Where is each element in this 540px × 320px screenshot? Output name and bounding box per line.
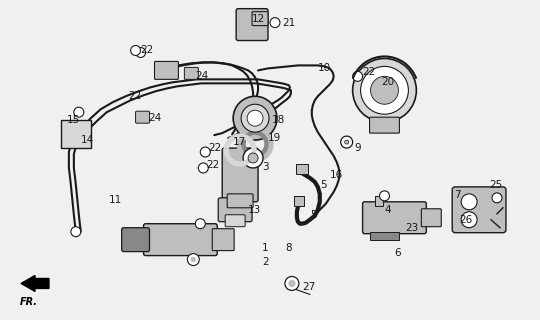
Bar [296,164,308,174]
FancyBboxPatch shape [122,228,150,252]
Circle shape [361,67,408,114]
Text: 3: 3 [262,162,269,172]
Text: 14: 14 [81,135,94,145]
Text: 7: 7 [454,190,461,200]
Bar [369,232,400,240]
Text: 16: 16 [330,170,343,180]
Circle shape [195,219,205,229]
Text: 17: 17 [233,137,246,147]
Circle shape [200,147,210,157]
Text: 1: 1 [262,243,269,252]
Circle shape [131,45,140,55]
Circle shape [233,96,277,140]
Circle shape [345,140,349,144]
FancyBboxPatch shape [154,61,178,79]
Circle shape [243,148,263,168]
Text: FR.: FR. [20,297,38,308]
Text: 15: 15 [67,115,80,125]
Text: 6: 6 [394,248,401,258]
Text: 18: 18 [272,115,285,125]
Circle shape [247,110,263,126]
Circle shape [353,71,362,81]
Circle shape [380,191,389,201]
Circle shape [353,59,416,122]
FancyBboxPatch shape [236,9,268,41]
Text: 22: 22 [129,91,142,101]
Text: 23: 23 [406,223,419,233]
Text: 22: 22 [362,68,376,77]
Circle shape [187,253,199,266]
Circle shape [136,47,146,58]
Text: 8: 8 [285,243,292,252]
Text: 11: 11 [109,195,122,205]
Text: 20: 20 [382,77,395,87]
Circle shape [74,107,84,117]
Circle shape [191,258,195,261]
Text: 22: 22 [206,160,220,170]
Text: 9: 9 [355,143,361,153]
Text: 19: 19 [268,133,281,143]
FancyBboxPatch shape [212,229,234,251]
Text: 26: 26 [459,215,472,225]
Wedge shape [242,131,268,157]
Circle shape [241,104,269,132]
Text: 4: 4 [384,205,391,215]
FancyBboxPatch shape [136,111,150,123]
Circle shape [492,193,502,203]
FancyBboxPatch shape [369,117,400,133]
Text: 25: 25 [489,180,502,190]
Bar [61,120,91,148]
FancyBboxPatch shape [144,224,217,256]
Bar [375,196,382,206]
FancyBboxPatch shape [227,194,253,208]
FancyBboxPatch shape [222,148,258,202]
Circle shape [198,163,208,173]
Circle shape [341,136,353,148]
Text: 5: 5 [320,180,326,190]
Circle shape [370,76,399,104]
Text: 12: 12 [252,14,265,24]
Text: 27: 27 [302,283,315,292]
Text: 22: 22 [140,45,154,55]
Circle shape [461,194,477,210]
FancyBboxPatch shape [362,202,426,234]
Wedge shape [237,126,273,162]
Text: 5: 5 [310,210,316,220]
Text: 24: 24 [195,71,208,81]
Circle shape [71,227,81,237]
Circle shape [285,276,299,291]
FancyBboxPatch shape [218,198,252,222]
Text: 21: 21 [282,18,295,28]
Circle shape [461,212,477,228]
Text: 24: 24 [148,113,162,123]
FancyBboxPatch shape [225,215,245,227]
FancyBboxPatch shape [452,187,506,233]
Text: 13: 13 [248,205,261,215]
Text: 10: 10 [318,63,331,73]
Wedge shape [224,134,256,166]
FancyArrow shape [21,276,49,292]
FancyBboxPatch shape [184,68,198,79]
Circle shape [289,280,295,286]
Text: 22: 22 [208,143,221,153]
Bar [294,196,304,206]
Circle shape [248,153,258,163]
FancyBboxPatch shape [252,12,268,26]
Circle shape [270,18,280,28]
Text: 2: 2 [262,257,269,267]
FancyBboxPatch shape [421,209,441,227]
